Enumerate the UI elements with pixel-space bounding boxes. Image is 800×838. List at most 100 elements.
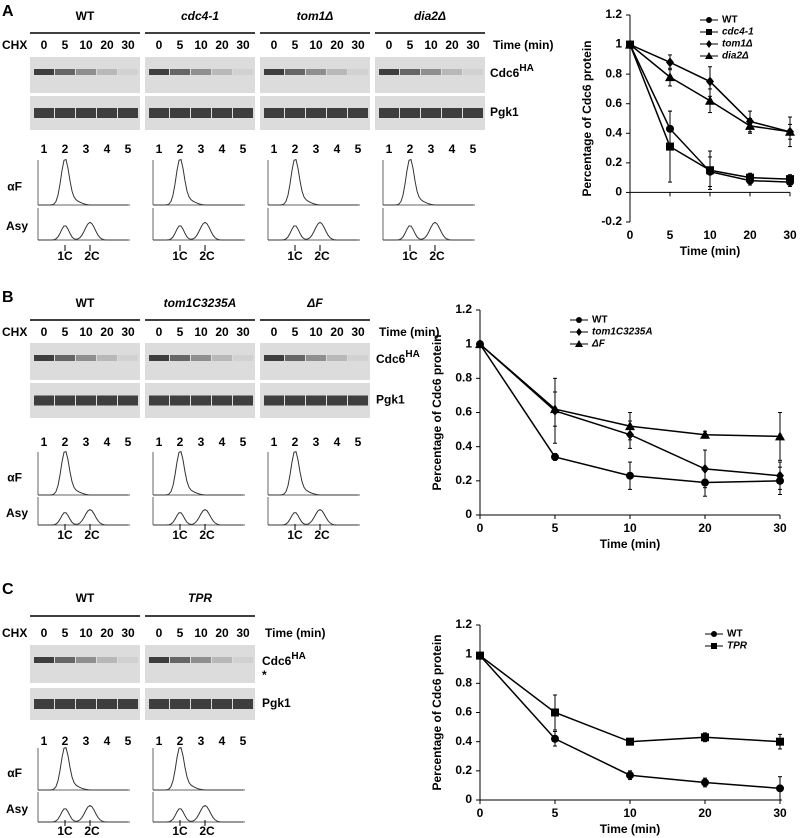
facs-histogram [383, 221, 473, 241]
band [55, 355, 75, 361]
band [442, 69, 462, 75]
facs-row-label: αF [7, 471, 22, 485]
band [421, 69, 441, 75]
facs-histogram [153, 746, 243, 791]
band [306, 69, 326, 75]
lane-label: 10 [194, 38, 208, 52]
band [34, 699, 54, 709]
facs-histogram [38, 804, 128, 823]
band [55, 699, 75, 709]
protein-tag: HA [405, 349, 419, 360]
marker [775, 431, 785, 441]
fraction-label: 3 [313, 435, 320, 449]
band [285, 395, 305, 406]
blot [30, 343, 140, 380]
x-tick-label: 20 [743, 228, 757, 242]
facs-histogram [268, 221, 358, 241]
series-line [479, 343, 781, 477]
strain-label: ΔF [306, 296, 323, 310]
lane-label: 30 [351, 38, 365, 52]
panel-letter: C [2, 581, 14, 598]
y-tick-label: 0 [465, 507, 472, 521]
marker [701, 733, 709, 742]
legend-marker [706, 29, 712, 35]
marker [626, 471, 634, 480]
marker [551, 734, 559, 743]
x-tick-label: 20 [698, 521, 712, 535]
strain-label: cdc4-1 [181, 9, 219, 23]
y-tick-label: 0.8 [605, 66, 622, 80]
lane-label: 0 [41, 626, 48, 640]
lane-label: 20 [215, 325, 229, 339]
band [118, 395, 138, 406]
marker [625, 421, 635, 431]
lane-label: 10 [79, 38, 93, 52]
band [348, 395, 368, 406]
protein-name: Cdc6 [490, 66, 520, 80]
facs-histogram [38, 509, 128, 526]
facs-row-label: Asy [6, 802, 28, 816]
y-tick-label: 0.6 [605, 96, 622, 110]
lane-label: 30 [121, 626, 135, 640]
x-axis-title: Time (min) [680, 244, 740, 258]
band [400, 69, 420, 75]
lane-label: 5 [177, 626, 184, 640]
y-tick-label: 1 [465, 646, 472, 660]
y-axis-title: Percentage of Cdc6 protein [430, 634, 444, 790]
band [34, 108, 54, 118]
dna-label: 2C [199, 528, 215, 542]
facs-histogram [153, 221, 243, 241]
band [55, 395, 75, 406]
fraction-label: 2 [292, 142, 299, 156]
legend-marker [576, 328, 582, 336]
y-tick-label: -0.2 [601, 214, 622, 228]
loading-label: Pgk1 [376, 393, 405, 407]
band [327, 355, 347, 361]
fraction-label: 2 [62, 435, 69, 449]
lane-label: 30 [236, 325, 250, 339]
lane-label: 5 [62, 626, 69, 640]
lane-label: 30 [236, 38, 250, 52]
marker [776, 737, 784, 746]
series-line [479, 655, 781, 790]
lane-label: 5 [292, 38, 299, 52]
band [97, 355, 117, 361]
y-axis-title: Percentage of Cdc6 protein [430, 334, 444, 490]
band [170, 69, 190, 75]
lane-label: 20 [330, 38, 344, 52]
y-tick-label: 0.2 [455, 763, 472, 777]
x-tick-label: 30 [773, 521, 787, 535]
band [170, 355, 190, 361]
band [348, 108, 368, 118]
band [285, 108, 305, 118]
band [191, 395, 211, 406]
band [421, 108, 441, 118]
fraction-label: 1 [386, 142, 393, 156]
chx-label: CHX [2, 626, 27, 640]
facs-histogram [38, 746, 128, 791]
legend-label: cdc4-1 [722, 27, 754, 38]
band [97, 699, 117, 709]
lane-label: 5 [62, 38, 69, 52]
protein-name: Cdc6 [376, 352, 406, 366]
strain-label: TPR [188, 591, 212, 605]
legend-marker [706, 40, 712, 48]
y-tick-label: 0.6 [455, 405, 472, 419]
x-axis-title: Time (min) [600, 822, 660, 836]
fraction-label: 2 [177, 142, 184, 156]
x-tick-label: 10 [703, 228, 717, 242]
lane-label: 5 [407, 38, 414, 52]
fraction-label: 3 [83, 142, 90, 156]
strain-label: tom1C3235A [164, 296, 237, 310]
lane-label: 0 [156, 38, 163, 52]
dna-label: 2C [314, 528, 330, 542]
band [76, 699, 96, 709]
protein-tag: HA [291, 651, 305, 662]
dna-label: 1C [287, 528, 303, 542]
fraction-label: 1 [156, 435, 163, 449]
marker [706, 166, 714, 175]
fraction-label: 5 [355, 142, 362, 156]
lane-label: 30 [351, 325, 365, 339]
band [285, 355, 305, 361]
dna-label: 1C [287, 249, 303, 263]
